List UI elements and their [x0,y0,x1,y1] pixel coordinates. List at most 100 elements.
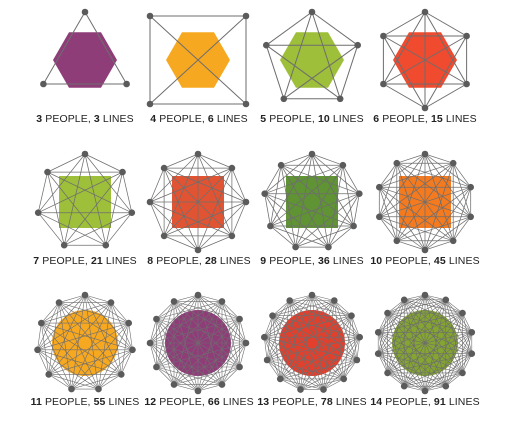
person-node [34,346,41,354]
connection-line [231,201,247,237]
caption-9-people: 9 PEOPLE, 36 LINES [260,255,364,267]
connection-line [149,201,199,251]
person-node [292,243,299,251]
connection-line [378,312,463,333]
connection-line [387,299,405,373]
person-node [228,164,236,172]
connection-line [37,349,72,390]
connection-line [424,294,472,333]
connection-line [424,312,463,392]
connection-line [163,235,199,251]
square-shape [286,176,338,228]
connection-line [311,11,358,46]
person-node [128,209,136,216]
connection-line [156,318,223,385]
connection-line [377,353,405,387]
connection-line [149,318,157,344]
connection-line [37,302,60,350]
connection-line [41,322,99,390]
connection-line [37,212,65,246]
person-node [459,369,466,377]
person-node [350,222,357,230]
caption-11-people: 11 PEOPLE, 55 LINES [30,396,140,408]
person-node [384,309,391,317]
connection-line [323,337,360,390]
caption-12-people: 12 PEOPLE, 66 LINES [144,396,254,408]
connection-line [264,300,335,338]
person-node [400,296,408,304]
connection-line [58,302,122,375]
connection-line [311,294,324,390]
caption-13-people: 13 PEOPLE, 78 LINES [257,396,367,408]
connection-line [37,172,48,213]
person-node [261,190,269,197]
connection-line [239,318,247,344]
connection-line [387,299,405,314]
connection-line [149,301,175,344]
person-node [146,339,154,347]
connection-line [289,294,313,301]
connection-line [231,167,247,203]
connection-line [38,171,123,214]
caption-7-people: 7 PEOPLE, 21 LINES [33,255,137,267]
hexagon-shape [53,32,117,88]
connection-line [173,301,240,320]
connection-line [98,374,122,390]
connection-line [221,301,240,320]
connection-line [378,353,463,374]
connection-line [378,163,398,217]
connection-line [334,300,360,338]
connection-line [264,337,268,361]
person-node [267,222,274,230]
connection-line [272,315,358,361]
person-node [242,12,250,20]
connection-line [272,315,324,390]
connection-line [149,201,165,237]
connection-line [58,302,129,324]
connection-line [387,294,426,374]
connection-line [37,323,42,350]
connection-line [343,359,358,380]
person-node [40,80,47,88]
connection-line [197,167,233,251]
connection-line [403,299,447,387]
connection-line [41,302,60,324]
connection-line [84,11,128,85]
connection-line [387,353,472,374]
connection-line [452,162,472,188]
connection-line [343,315,352,379]
connection-line [272,315,360,338]
person-node [170,298,178,305]
connection-line [272,315,281,379]
graph-3-people [40,8,130,88]
connection-line [149,167,233,203]
person-node [263,41,270,49]
connection-line [387,299,446,314]
connection-line [98,349,133,390]
person-node [55,299,63,306]
connection-line [311,294,360,338]
connection-line [41,302,112,324]
connection-line [149,15,247,105]
person-node [236,315,243,323]
connection-line [47,172,65,246]
person-node [353,356,361,364]
connection-line [280,378,324,390]
connection-line [311,153,360,194]
connection-line [378,299,446,354]
connection-line [264,193,354,227]
connection-line [343,337,360,380]
connection-line [264,336,357,361]
connection-line [387,312,472,333]
connection-line [266,44,341,100]
caption-10-people: 10 PEOPLE, 45 LINES [370,255,480,267]
connection-line [121,349,133,375]
caption-8-people: 8 PEOPLE, 28 LINES [147,255,251,267]
connection-line [424,11,467,37]
person-node [356,333,364,341]
person-node [463,80,470,88]
connection-line [48,302,60,375]
person-node [449,159,457,167]
connection-line [404,385,426,392]
connection-line [266,359,301,390]
